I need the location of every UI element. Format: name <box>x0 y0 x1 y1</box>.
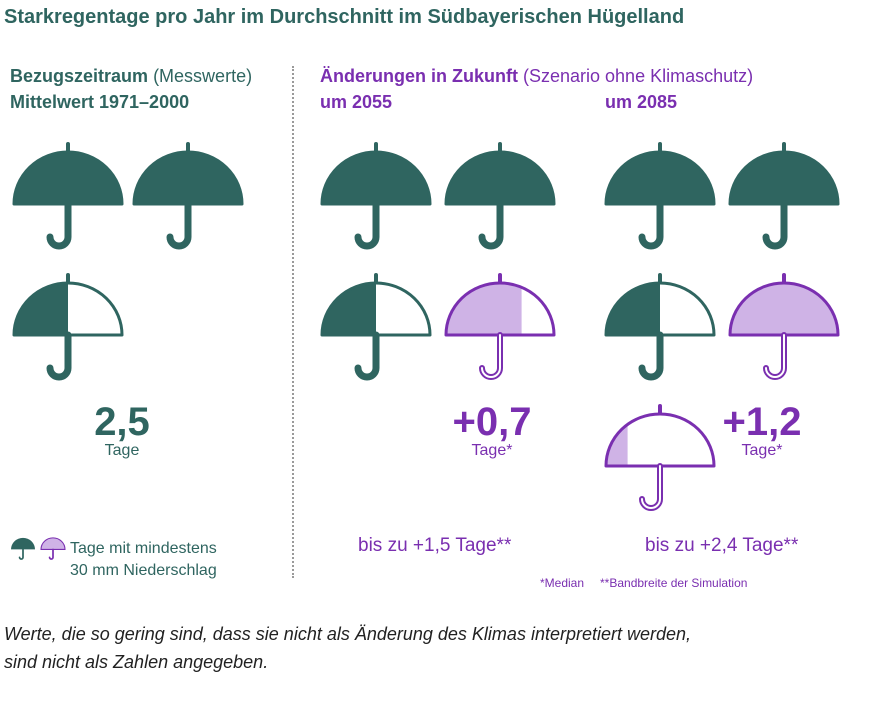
future-heading-bold: Änderungen in Zukunft <box>320 66 518 86</box>
umbrella-base-2-3-icon <box>604 273 716 381</box>
label-2085: um 2085 <box>605 92 678 112</box>
label-2055: um 2055 <box>320 92 393 112</box>
reference-heading: Bezugszeitraum (Messwerte) <box>10 64 252 88</box>
legend-umbrella-lavender-icon <box>40 537 66 560</box>
umbrella-base-2-2-icon <box>728 142 840 250</box>
umbrella-change-1-1-icon <box>444 273 556 380</box>
chart-title: Starkregentage pro Jahr im Durchschnitt … <box>4 6 685 28</box>
change-2085-unit: Tage* <box>741 442 783 459</box>
reference-period: Mittelwert 1971–2000 <box>10 92 190 112</box>
umbrella-base-0-3-icon <box>12 273 124 381</box>
reference-heading-normal: (Messwerte) <box>153 66 253 86</box>
umbrella-base-1-1-icon <box>320 142 432 250</box>
legend-line2: 30 mm Niederschlag <box>70 562 217 579</box>
umbrella-base-0-2-icon <box>132 142 244 250</box>
umbrella-base-2-1-icon <box>604 142 716 250</box>
umbrella-base-1-2-icon <box>444 142 556 250</box>
note-range: **Bandbreite der Simulation <box>600 576 748 590</box>
future-heading: Änderungen in Zukunft (Szenario ohne Kli… <box>320 64 753 88</box>
umbrella-base-1-3-icon <box>320 273 432 381</box>
ref-unit: Tage <box>104 442 140 459</box>
change-2055-value: +0,7 <box>452 400 532 444</box>
legend-umbrella-teal-icon <box>11 537 35 560</box>
range-2055: bis zu +1,5 Tage** <box>358 535 512 556</box>
footnote-line2: sind nicht als Zahlen angegeben. <box>4 652 269 672</box>
future-heading-normal: (Szenario ohne Klimaschutz) <box>523 66 754 86</box>
legend-line1: Tage mit mindestens <box>70 540 217 557</box>
reference-heading-bold: Bezugszeitraum <box>10 66 149 86</box>
footnote: Werte, die so gering sind, dass sie nich… <box>4 620 691 676</box>
umbrella-change-2-1-icon <box>728 273 840 380</box>
change-2055-unit: Tage* <box>471 442 513 459</box>
umbrella-base-0-1-icon <box>12 142 124 250</box>
section-divider <box>292 66 294 578</box>
note-median: *Median <box>540 576 585 590</box>
ref-value: 2,5 <box>94 400 150 444</box>
range-2085: bis zu +2,4 Tage** <box>645 535 799 556</box>
change-2085-value: +1,2 <box>722 400 802 444</box>
umbrella-change-2-2-icon <box>604 404 716 511</box>
footnote-line1: Werte, die so gering sind, dass sie nich… <box>4 624 692 644</box>
